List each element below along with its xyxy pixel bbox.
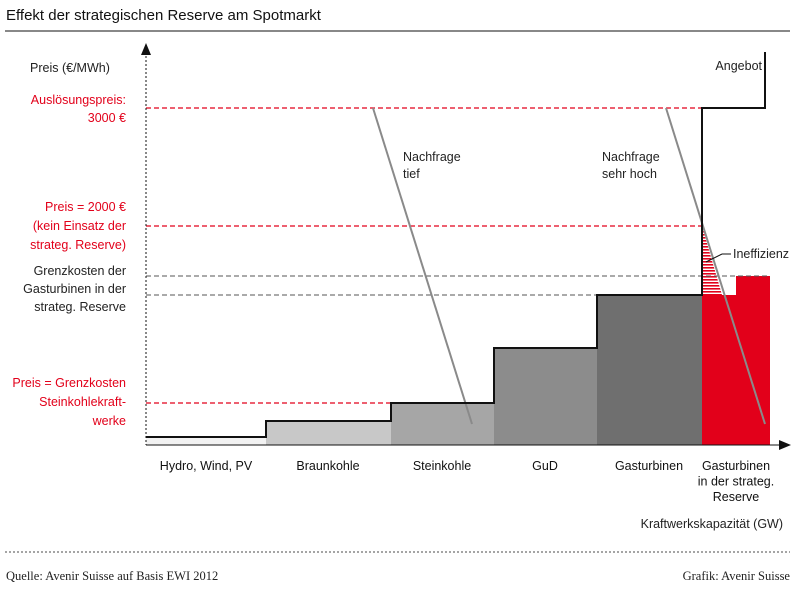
price-label-reserve-cost-line: strateg. Reserve — [34, 300, 126, 314]
price-label-2000-line: strateg. Reserve) — [30, 238, 126, 252]
annotation-ineffizienz: Ineffizienz — [733, 247, 789, 261]
tick-label-hydro-line: Hydro, Wind, PV — [160, 459, 253, 473]
bar-reserve-step — [736, 276, 770, 445]
price-label-reserve-cost-line: Gasturbinen in der — [23, 282, 126, 296]
tick-label-hydro: Hydro, Wind, PV — [160, 459, 253, 473]
demand-line-high — [665, 107, 766, 425]
inefficiency-hatch — [702, 226, 722, 295]
annotation-leader-diag — [705, 253, 723, 263]
tick-label-gud-line: GuD — [532, 459, 558, 473]
tick-label-reserve-line: in der strateg. — [698, 475, 774, 489]
tick-label-gud: GuD — [532, 459, 558, 473]
tick-label-braun: Braunkohle — [296, 459, 359, 473]
series-label-supply: Angebot — [715, 59, 762, 73]
price-level-lines — [146, 107, 770, 404]
x-axis-arrow — [779, 440, 791, 450]
bar-stein — [391, 403, 494, 445]
demand-lines — [372, 107, 766, 425]
price-label-trigger-line: 3000 € — [88, 111, 126, 125]
chart-title: Effekt der strategischen Reserve am Spot… — [6, 7, 322, 24]
series-label-demand-high-line: sehr hoch — [602, 167, 657, 181]
price-label-2000: Preis = 2000 € (kein Einsatz der strateg. … — [30, 200, 126, 252]
bar-braun — [266, 421, 391, 445]
tick-label-gas: Gasturbinen — [615, 459, 683, 473]
price-label-reserve-cost-line: Grenzkosten der — [34, 264, 126, 278]
bar-hydro — [146, 437, 266, 445]
supply-step-line — [146, 52, 766, 438]
series-label-demand-high: Nachfrage sehr hoch — [602, 150, 660, 181]
footer-source: Quelle: Avenir Suisse auf Basis EWI 2012 — [6, 569, 218, 583]
demand-line-low — [372, 107, 473, 425]
price-label-coal-line: werke — [92, 414, 126, 428]
inefficiency-area — [702, 226, 722, 295]
labels: Preis (€/MWh) Kraftwerkskapazität (GW) Aus… — [12, 59, 789, 531]
series-label-demand-high-line: Nachfrage — [602, 150, 660, 164]
price-label-coal-line: Steinkohlekraft- — [39, 395, 126, 409]
footer-credit: Grafik: Avenir Suisse — [683, 569, 791, 583]
price-label-trigger-line: Auslösungspreis: — [31, 93, 126, 107]
price-label-2000-line: (kein Einsatz der — [33, 219, 126, 233]
bar-gud — [494, 348, 597, 445]
bar-gas — [597, 295, 702, 445]
supply-curve — [146, 52, 766, 438]
price-label-reserve-cost: Grenzkosten der Gasturbinen in der strateg… — [23, 264, 126, 314]
x-axis-label: Kraftwerkskapazität (GW) — [641, 517, 783, 531]
series-label-demand-low-line: Nachfrage — [403, 150, 461, 164]
tick-label-reserve-line: Gasturbinen — [702, 459, 770, 473]
price-label-trigger: Auslösungspreis: 3000 € — [31, 93, 126, 125]
tick-label-stein-line: Steinkohle — [413, 459, 471, 473]
tick-label-reserve-line: Reserve — [713, 490, 760, 504]
tick-label-stein: Steinkohle — [413, 459, 471, 473]
tick-label-braun-line: Braunkohle — [296, 459, 359, 473]
tick-label-gas-line: Gasturbinen — [615, 459, 683, 473]
price-label-coal-line: Preis = Grenzkosten — [12, 376, 126, 390]
bar-reserve — [702, 295, 736, 445]
series-label-demand-low-line: tief — [403, 167, 420, 181]
price-label-coal: Preis = Grenzkosten Steinkohlekraft-werke — [12, 376, 126, 428]
price-label-2000-line: Preis = 2000 € — [45, 200, 126, 214]
axes — [141, 43, 791, 450]
bars — [146, 276, 770, 445]
y-axis-label: Preis (€/MWh) — [30, 61, 110, 75]
y-axis-arrow — [141, 43, 151, 55]
series-label-demand-low: Nachfrage tief — [403, 150, 461, 181]
tick-label-reserve: Gasturbinen in der strateg. Reserve — [698, 459, 774, 504]
